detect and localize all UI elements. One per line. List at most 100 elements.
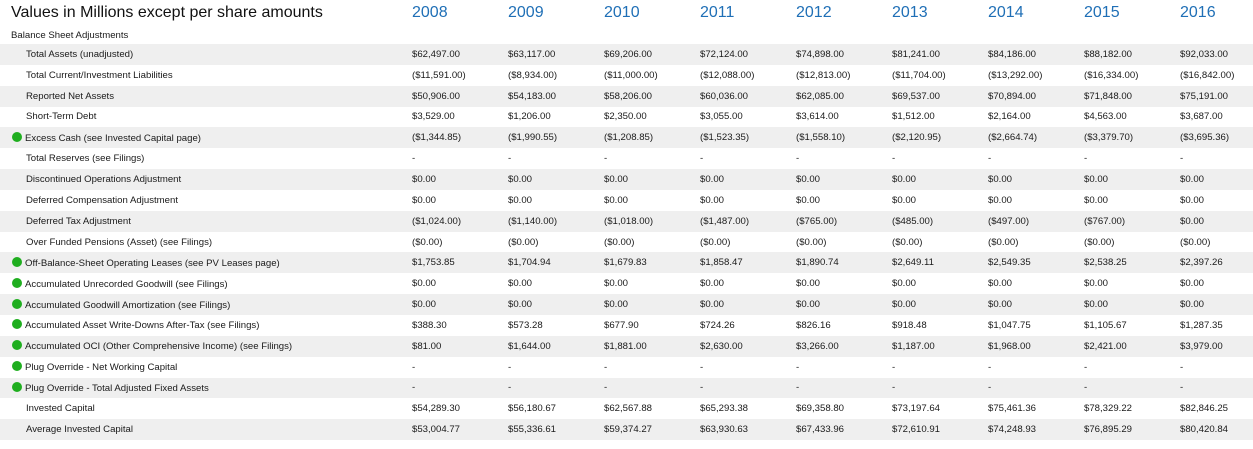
value-cell: $0.00 [884,169,980,190]
value-cell: $67,433.96 [788,419,884,441]
table-row: Discontinued Operations Adjustment $0.00 $… [0,169,1253,190]
value-cell: $0.00 [892,278,917,290]
value-cell: - [988,153,992,165]
green-dot-icon[interactable] [12,319,22,330]
value-cell: $55,336.61 [500,419,596,441]
value-cell: ($0.00) [412,236,443,248]
value-cell: $76,895.29 [1076,419,1172,441]
row-label: Plug Override - Net Working Capital [25,362,178,374]
row-label-cell: Accumulated Asset Write-Downs After-Tax … [0,315,404,336]
row-label-cell: Excess Cash (see Invested Capital page) [0,127,404,149]
value-cell: $63,117.00 [500,44,596,65]
year-link[interactable]: 2010 [604,4,640,21]
value-cell: $2,421.00 [1076,335,1172,357]
table-row: Accumulated Unrecorded Goodwill (see Fil… [0,273,1253,294]
value-cell: $3,687.00 [1180,111,1223,123]
year-link[interactable]: 2014 [988,4,1024,21]
value-cell: $1,704.94 [500,252,596,274]
green-dot-icon[interactable] [12,131,22,142]
table-row: Accumulated OCI (Other Comprehensive Inc… [0,335,1253,357]
value-cell: - [604,361,608,373]
year-link[interactable]: 2009 [508,4,544,21]
value-cell: $88,182.00 [1076,44,1172,65]
green-dot-icon[interactable] [12,277,22,288]
value-cell: - [796,153,800,165]
row-label-cell: Deferred Compensation Adjustment [0,190,404,211]
value-cell: $1,858.47 [692,252,788,274]
row-label-cell: Accumulated Unrecorded Goodwill (see Fil… [0,273,404,294]
green-dot-icon[interactable] [12,340,22,351]
value-cell: ($2,664.74) [980,127,1076,149]
value-cell: - [884,377,980,399]
section-header-row: Balance Sheet Adjustments [0,26,1253,44]
value-cell: $3,614.00 [796,111,839,123]
value-cell: $59,374.27 [596,419,692,441]
table-row: Reported Net Assets $50,906.00 $54,183.00 $… [0,85,1253,107]
row-label: Over Funded Pensions (Asset) (see Filing… [26,236,213,248]
row-label: Average Invested Capital [26,424,134,436]
value-cell: ($12,088.00) [700,69,755,81]
row-label-cell: Reported Net Assets [0,85,404,107]
value-cell: $75,461.36 [988,403,1037,415]
value-cell: $62,085.00 [788,85,884,107]
row-label-cell: Accumulated Goodwill Amortization (see F… [0,294,404,315]
value-cell: $60,036.00 [692,85,788,107]
value-cell: $0.00 [604,194,629,206]
value-cell: $70,894.00 [980,85,1076,107]
value-cell: $2,538.25 [1076,252,1172,274]
row-label-cell: Plug Override - Net Working Capital [0,357,404,378]
row-label-cell: Off-Balance-Sheet Operating Leases (see … [0,252,404,274]
value-cell: ($13,292.00) [988,69,1043,81]
year-link[interactable]: 2015 [1084,4,1120,21]
balance-sheet-table: Values in Millions except per share amou… [0,4,1253,441]
value-cell: $0.00 [884,294,980,315]
value-cell: $0.00 [596,169,692,190]
value-cell: - [1180,361,1184,373]
value-cell: - [1180,153,1184,165]
year-link[interactable]: 2016 [1180,4,1216,21]
value-cell: $62,567.88 [604,403,653,415]
value-cell: $0.00 [980,294,1076,315]
value-cell: $2,350.00 [604,111,647,123]
value-cell: $0.00 [796,194,821,206]
value-cell: $80,420.84 [1172,419,1253,441]
value-cell: - [1084,361,1088,373]
green-dot-icon[interactable] [12,256,22,267]
value-cell: - [508,361,512,373]
value-cell: $0.00 [1180,278,1205,290]
value-cell: $0.00 [500,169,596,190]
value-cell: ($0.00) [988,236,1019,248]
green-dot-icon[interactable] [12,381,22,392]
value-cell: $62,497.00 [404,44,500,65]
value-cell: ($11,704.00) [892,69,946,81]
value-cell: $2,649.11 [884,252,980,274]
value-cell: ($767.00) [1076,210,1172,232]
year-link[interactable]: 2008 [412,4,448,21]
year-link[interactable]: 2012 [796,4,832,21]
value-cell: $0.00 [1172,294,1253,315]
row-label: Accumulated Asset Write-Downs After-Tax … [25,320,260,332]
value-cell: ($16,842.00) [1180,69,1235,81]
green-dot-icon[interactable] [12,298,22,309]
value-cell: ($1,558.10) [788,127,884,149]
value-cell: $0.00 [796,278,821,290]
value-cell: ($1,024.00) [404,210,500,232]
value-cell: ($497.00) [980,210,1076,232]
row-label: Deferred Tax Adjustment [26,215,131,227]
value-cell: ($485.00) [884,210,980,232]
value-cell: $1,890.74 [788,252,884,274]
value-cell: ($1,523.35) [692,127,788,149]
value-cell: $92,033.00 [1172,44,1253,65]
value-cell: $4,563.00 [1084,111,1127,123]
value-cell: $1,047.75 [988,319,1031,331]
year-link[interactable]: 2013 [892,4,928,21]
value-cell: $0.00 [692,294,788,315]
year-link[interactable]: 2011 [700,4,735,21]
value-cell: $84,186.00 [980,44,1076,65]
table-row: Total Current/Investment Liabilities ($11… [0,65,1253,86]
value-cell: $63,930.63 [692,419,788,441]
green-dot-icon[interactable] [12,361,22,372]
value-cell: $918.48 [892,319,927,331]
value-cell: - [604,153,608,165]
row-label-cell: Plug Override - Total Adjusted Fixed Ass… [0,377,404,399]
